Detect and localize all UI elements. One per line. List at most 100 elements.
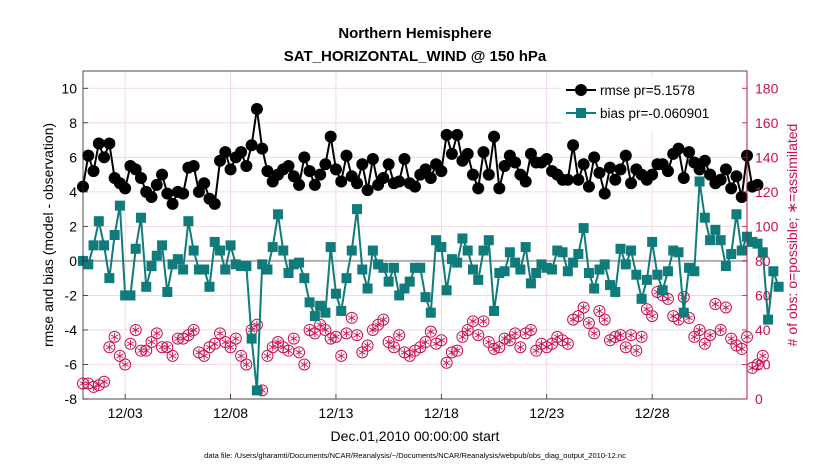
rmse-point-66: [424, 172, 437, 185]
rmse-point-84: [519, 175, 532, 188]
right-tick-label-4: 80: [755, 253, 771, 269]
obs-marker-star-line: [643, 306, 651, 312]
obs-marker-46: [319, 323, 332, 336]
obs-marker-128: [751, 358, 764, 371]
x-tick-label-1: 12/08: [213, 405, 248, 421]
obs-marker-star-line: [595, 308, 604, 314]
bias-point-18: [172, 254, 183, 265]
obs-marker-97: [588, 327, 601, 340]
obs-marker-star-line: [369, 327, 377, 333]
bias-point-24: [204, 281, 215, 292]
obs-marker-96: [582, 317, 595, 330]
rmse-point-26: [214, 154, 227, 167]
bias-point-75: [473, 274, 484, 285]
rmse-point-119: [704, 168, 717, 181]
bias-point-90: [552, 245, 563, 256]
bias-point-8: [120, 290, 131, 301]
obs-marker-circle: [103, 341, 116, 354]
left-tick-label-9: 10: [61, 80, 77, 96]
bias-point-5: [104, 273, 115, 284]
right-axis-ticks: 0 20 40 60 80 100 120 140 160 180: [742, 80, 779, 407]
obs-marker-circle: [661, 292, 674, 305]
rmse-point-14: [150, 178, 163, 191]
obs-marker-star-line: [469, 318, 477, 324]
left-tick-label-4: 0: [69, 253, 77, 269]
bias-point-44: [309, 311, 320, 322]
obs-marker-star-line: [695, 327, 704, 333]
bias-point-41: [294, 257, 305, 268]
obs-marker-111: [661, 292, 674, 305]
obs-marker-89: [546, 337, 559, 350]
x-tick-label-4: 12/23: [529, 405, 564, 421]
bias-point-11: [135, 212, 146, 223]
obs-marker-circle: [261, 349, 274, 362]
bias-point-70: [446, 254, 457, 265]
left-tick-label-6: 4: [69, 184, 77, 200]
obs-marker-68: [435, 334, 448, 347]
bias-point-86: [531, 267, 542, 278]
bias-point-59: [388, 262, 399, 273]
obs-marker-star-line: [274, 339, 282, 345]
bias-point-28: [225, 240, 236, 251]
obs-marker-circle: [514, 341, 527, 354]
obs-marker-star-line: [759, 353, 767, 359]
obs-marker-circle: [630, 344, 643, 357]
rmse-point-101: [609, 173, 622, 186]
right-tick-label-6: 120: [755, 184, 779, 200]
bias-point-48: [330, 288, 341, 299]
x-axis-label: Dec.01,2010 00:00:00 start: [331, 428, 500, 444]
rmse-point-39: [282, 159, 295, 172]
left-tick-label-2: -4: [65, 322, 78, 338]
obs-marker-star-line: [637, 334, 646, 340]
bias-point-27: [220, 264, 231, 275]
obs-marker-star-line: [168, 353, 177, 359]
obs-marker-circle: [756, 349, 769, 362]
y-axis-left-label: rmse and bias (model - observation): [40, 123, 56, 347]
rmse-point-21: [187, 159, 200, 172]
obs-marker-circle: [714, 323, 727, 336]
rmse-point-94: [572, 173, 585, 186]
obs-marker-circle: [319, 323, 332, 336]
rmse-point-102: [614, 163, 627, 176]
rmse-point-41: [293, 178, 306, 191]
rmse-point-96: [582, 180, 595, 193]
rmse-point-68: [435, 165, 448, 178]
obs-marker-94: [572, 310, 585, 323]
obs-marker-circle: [393, 329, 406, 342]
bias-point-65: [420, 292, 431, 303]
bias-point-98: [594, 264, 605, 275]
obs-marker-star-line: [284, 348, 293, 354]
obs-marker-star-line: [442, 360, 451, 366]
obs-marker-star-line: [711, 301, 720, 307]
bias-point-72: [457, 233, 468, 244]
obs-marker-star-line: [701, 341, 709, 347]
legend: rmse pr=5.1578 bias pr=-0.060901: [562, 78, 742, 130]
obs-marker-118: [698, 337, 711, 350]
bias-point-17: [167, 259, 178, 270]
obs-marker-95: [577, 301, 590, 314]
rmse-point-117: [693, 163, 706, 176]
obs-marker-23: [198, 349, 211, 362]
obs-marker-star-line: [300, 362, 309, 367]
obs-marker-circle: [751, 358, 764, 371]
rmse-point-113: [672, 142, 685, 155]
obs-marker-star-line: [516, 344, 525, 350]
bias-point-61: [399, 283, 410, 294]
obs-marker-star-line: [627, 332, 635, 338]
obs-marker-circle: [298, 358, 311, 371]
obs-marker-star-line: [147, 339, 156, 345]
rmse-point-124: [730, 170, 743, 183]
bias-point-37: [272, 209, 283, 220]
obs-marker-circle: [235, 349, 248, 362]
rmse-point-63: [409, 180, 421, 193]
rmse-point-123: [725, 182, 738, 195]
obs-marker-40: [287, 332, 300, 345]
obs-marker-48: [329, 330, 342, 343]
rmse-point-73: [461, 147, 474, 160]
obs-marker-103: [619, 341, 632, 354]
bias-point-23: [199, 264, 210, 275]
obs-marker-star-line: [511, 331, 519, 336]
bias-point-89: [547, 264, 558, 275]
obs-marker-92: [561, 337, 574, 350]
obs-marker-129: [756, 349, 769, 362]
